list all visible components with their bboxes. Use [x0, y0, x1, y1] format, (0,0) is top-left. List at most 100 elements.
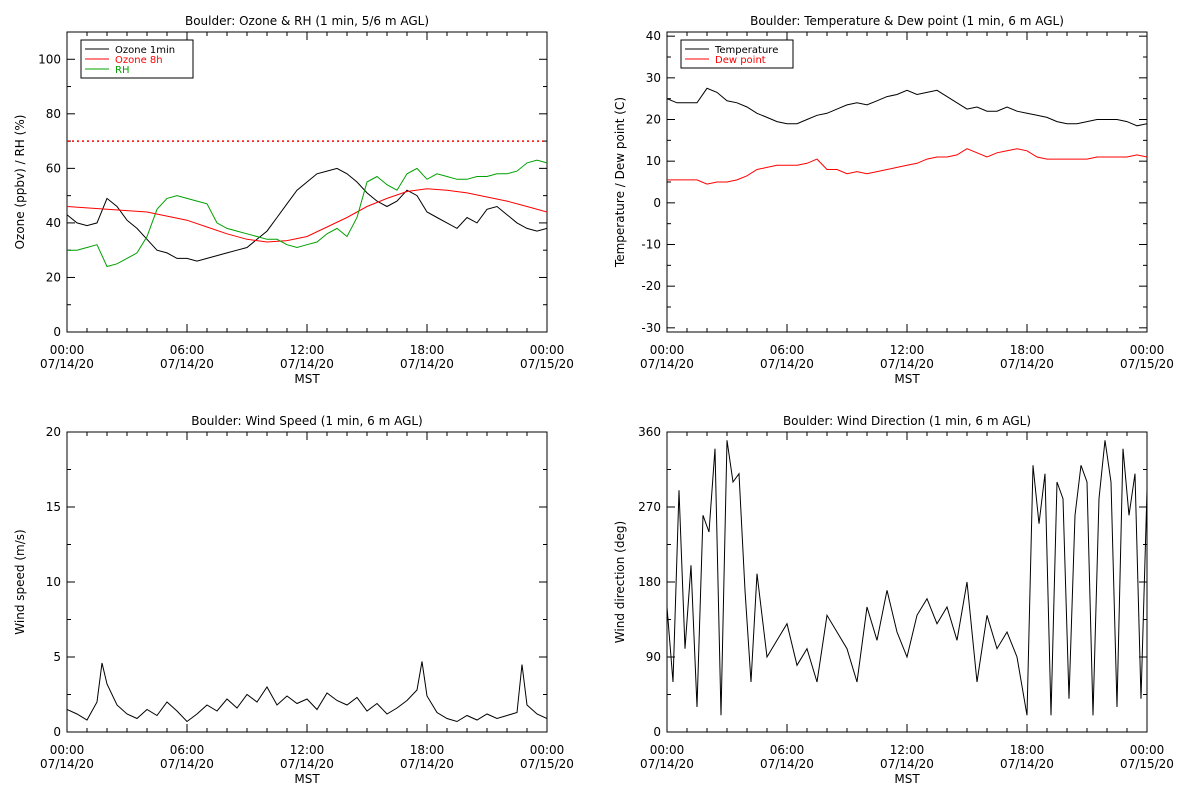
x-tick-label-date: 07/14/20	[400, 757, 454, 771]
y-tick-label: 60	[46, 161, 61, 175]
x-tick-label-time: 12:00	[290, 743, 325, 757]
chart-title: Boulder: Temperature & Dew point (1 min,…	[750, 14, 1064, 28]
series-line-data	[667, 440, 1147, 716]
x-tick-label-time: 00:00	[530, 743, 565, 757]
x-tick-label-time: 18:00	[410, 343, 445, 357]
series-line-temperature	[667, 87, 1147, 127]
x-tick-label-date: 07/14/20	[160, 757, 214, 771]
x-tick-label-time: 12:00	[290, 343, 325, 357]
y-tick-label: 360	[638, 425, 661, 439]
y-tick-label: 20	[46, 425, 61, 439]
legend-label: Ozone 1min	[115, 45, 175, 56]
plot-frame	[666, 31, 1148, 333]
y-tick-label: 30	[646, 71, 661, 85]
chart-panel-4: Boulder: Wind Direction (1 min, 6 m AGL)…	[613, 414, 1174, 786]
x-tick-label-time: 00:00	[50, 343, 85, 357]
x-tick-label-time: 00:00	[650, 343, 685, 357]
y-tick-label: 0	[653, 196, 661, 210]
y-tick-label: -10	[641, 238, 661, 252]
x-tick-label-date: 07/14/20	[40, 757, 94, 771]
y-tick-label: 0	[53, 325, 61, 339]
y-tick-label: -20	[641, 279, 661, 293]
y-tick-label: 0	[53, 725, 61, 739]
chart-title: Boulder: Wind Speed (1 min, 6 m AGL)	[191, 414, 423, 428]
x-tick-label-date: 07/14/20	[880, 757, 934, 771]
y-tick-label: 90	[646, 650, 661, 664]
plot-area	[667, 440, 1147, 716]
series-line-ozone-8h	[67, 188, 547, 243]
x-axis-label: MST	[894, 772, 920, 786]
legend-box	[680, 39, 794, 69]
x-tick-label-time: 18:00	[1010, 743, 1045, 757]
x-tick-label-date: 07/14/20	[1000, 357, 1054, 371]
x-tick-label-time: 12:00	[890, 343, 925, 357]
x-tick-label-date: 07/14/20	[280, 357, 334, 371]
plot-area	[667, 87, 1147, 185]
x-tick-label-date: 07/14/20	[160, 357, 214, 371]
x-tick-label-time: 00:00	[530, 343, 565, 357]
y-tick-label: 0	[653, 725, 661, 739]
x-tick-label-date: 07/14/20	[1000, 757, 1054, 771]
x-tick-label-time: 06:00	[170, 743, 205, 757]
chart-title: Boulder: Ozone & RH (1 min, 5/6 m AGL)	[185, 14, 429, 28]
x-tick-label-date: 07/14/20	[400, 357, 454, 371]
legend-label: Ozone 8h	[115, 55, 163, 66]
x-tick-label-date: 07/14/20	[880, 357, 934, 371]
x-tick-label-time: 06:00	[770, 743, 805, 757]
y-tick-label: 20	[46, 270, 61, 284]
x-tick-label-date: 07/15/20	[520, 357, 574, 371]
plot-frame	[66, 431, 548, 733]
series-line-dew-point	[667, 148, 1147, 185]
plot-area	[67, 661, 547, 723]
chart-panel-2: Boulder: Temperature & Dew point (1 min,…	[613, 14, 1174, 386]
x-tick-label-date: 07/15/20	[1120, 357, 1174, 371]
x-tick-label-date: 07/14/20	[280, 757, 334, 771]
x-tick-label-date: 07/14/20	[760, 357, 814, 371]
x-axis-label: MST	[894, 372, 920, 386]
series-line-data	[67, 661, 547, 723]
y-axis-label: Temperature / Dew point (C)	[613, 97, 627, 268]
y-tick-label: 40	[46, 216, 61, 230]
x-tick-label-time: 00:00	[50, 743, 85, 757]
x-tick-label-time: 00:00	[1130, 343, 1165, 357]
y-tick-label: 20	[646, 113, 661, 127]
plot-area	[67, 140, 547, 268]
x-tick-label-date: 07/14/20	[760, 757, 814, 771]
legend-label: Temperature	[714, 45, 778, 56]
series-line-ozone-1min	[67, 167, 547, 262]
y-axis-label: Wind direction (deg)	[613, 521, 627, 643]
x-tick-label-date: 07/14/20	[640, 757, 694, 771]
x-tick-label-date: 07/15/20	[520, 757, 574, 771]
x-tick-label-time: 06:00	[770, 343, 805, 357]
legend-label: RH	[115, 65, 129, 76]
x-tick-label-time: 18:00	[410, 743, 445, 757]
y-tick-label: 180	[638, 575, 661, 589]
y-tick-label: -30	[641, 321, 661, 335]
y-tick-label: 10	[646, 154, 661, 168]
x-tick-label-date: 07/14/20	[640, 357, 694, 371]
chart-panel-1: Boulder: Ozone & RH (1 min, 5/6 m AGL)00…	[13, 14, 574, 386]
x-tick-label-date: 07/14/20	[40, 357, 94, 371]
chart-panel-3: Boulder: Wind Speed (1 min, 6 m AGL) 00:0…	[13, 414, 574, 786]
x-tick-label-time: 18:00	[1010, 343, 1045, 357]
y-tick-label: 270	[638, 500, 661, 514]
chart-title: Boulder: Wind Direction (1 min, 6 m AGL)	[783, 414, 1031, 428]
y-tick-label: 15	[46, 500, 61, 514]
y-tick-label: 80	[46, 107, 61, 121]
y-tick-label: 40	[646, 29, 661, 43]
x-tick-label-date: 07/15/20	[1120, 757, 1174, 771]
y-tick-label: 100	[38, 52, 61, 66]
series-line-rh	[67, 159, 547, 268]
y-tick-label: 10	[46, 575, 61, 589]
x-tick-label-time: 00:00	[650, 743, 685, 757]
y-axis-label: Wind speed (m/s)	[13, 529, 27, 634]
y-axis-label: Ozone (ppbv) / RH (%)	[13, 115, 27, 250]
x-axis-label: MST	[294, 372, 320, 386]
x-tick-label-time: 06:00	[170, 343, 205, 357]
y-tick-label: 5	[53, 650, 61, 664]
x-tick-label-time: 00:00	[1130, 743, 1165, 757]
x-axis-label: MST	[294, 772, 320, 786]
